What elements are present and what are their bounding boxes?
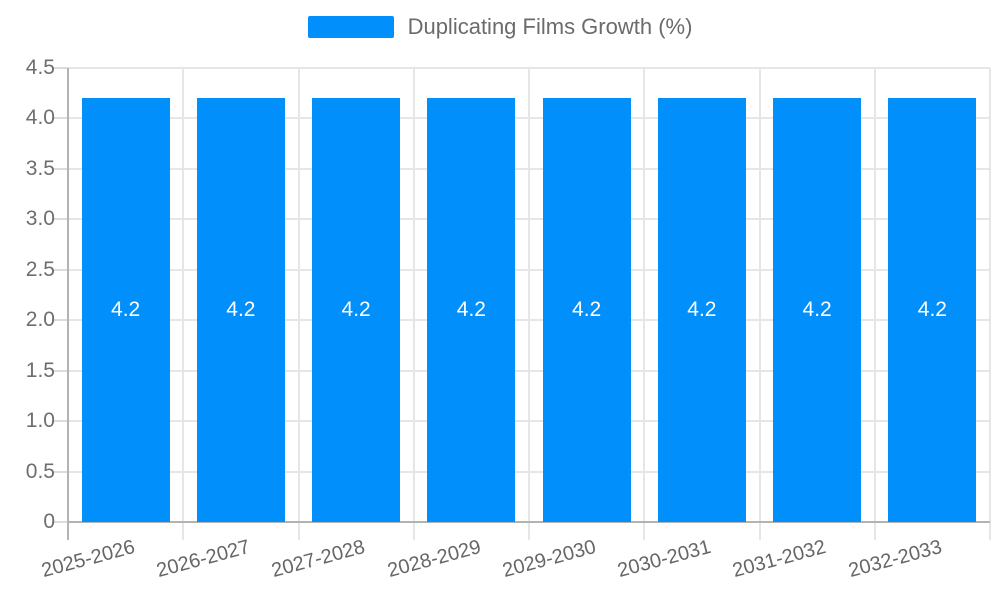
x-axis-label: 2025-2026: [39, 536, 138, 583]
y-axis-tick: [52, 369, 68, 372]
y-axis-label: 4.5: [25, 56, 55, 79]
bar[interactable]: [773, 98, 862, 522]
y-axis-tick: [52, 420, 68, 423]
y-axis-label: 1.0: [25, 409, 55, 433]
y-axis-tick: [52, 521, 68, 523]
x-axis-label: 2026-2027: [154, 536, 253, 583]
x-axis-label: 2030-2031: [615, 536, 714, 583]
y-axis-label: 3.0: [25, 207, 55, 231]
bar[interactable]: [196, 98, 285, 522]
x-axis-label: 2032-2033: [845, 536, 945, 583]
y-axis-label: 3.5: [25, 156, 55, 180]
bar[interactable]: [542, 98, 631, 522]
legend-item[interactable]: Duplicating Films Growth (%): [0, 14, 1000, 40]
gridline-vertical: [528, 68, 530, 540]
y-axis-tick: [52, 319, 68, 322]
y-axis-label: 0: [43, 510, 55, 533]
bar[interactable]: [657, 98, 746, 522]
x-axis-label: 2029-2030: [500, 536, 599, 583]
y-axis-line: [67, 68, 69, 540]
x-axis-label: 2028-2029: [384, 536, 484, 583]
y-axis-tick: [52, 167, 68, 170]
bar[interactable]: [81, 98, 170, 522]
bar[interactable]: [427, 98, 516, 522]
gridline-vertical: [412, 68, 415, 540]
gridline-vertical: [758, 68, 761, 540]
y-axis-tick: [52, 67, 68, 69]
y-axis-label: 0.5: [25, 459, 55, 483]
gridline-vertical: [873, 68, 876, 540]
gridline-vertical: [297, 68, 300, 540]
gridline-vertical: [989, 68, 991, 540]
y-axis-label: 4.0: [25, 106, 55, 130]
legend-swatch-icon: [307, 16, 394, 38]
gridline-vertical: [643, 68, 646, 540]
x-axis-line: [68, 521, 990, 523]
bar[interactable]: [888, 98, 977, 522]
y-axis-tick: [52, 268, 68, 271]
y-axis-tick: [52, 218, 68, 221]
bar[interactable]: [312, 98, 401, 522]
y-axis-label: 1.5: [25, 358, 55, 382]
y-axis-tick: [52, 117, 68, 120]
y-axis-tick: [52, 470, 68, 473]
gridline-vertical: [182, 68, 185, 540]
x-axis-label: 2027-2028: [269, 536, 368, 583]
x-axis-label: 2031-2032: [730, 536, 829, 583]
y-axis-label: 2.5: [25, 257, 55, 281]
y-axis-label: 2.0: [25, 308, 55, 332]
legend-label: Duplicating Films Growth (%): [407, 14, 693, 39]
